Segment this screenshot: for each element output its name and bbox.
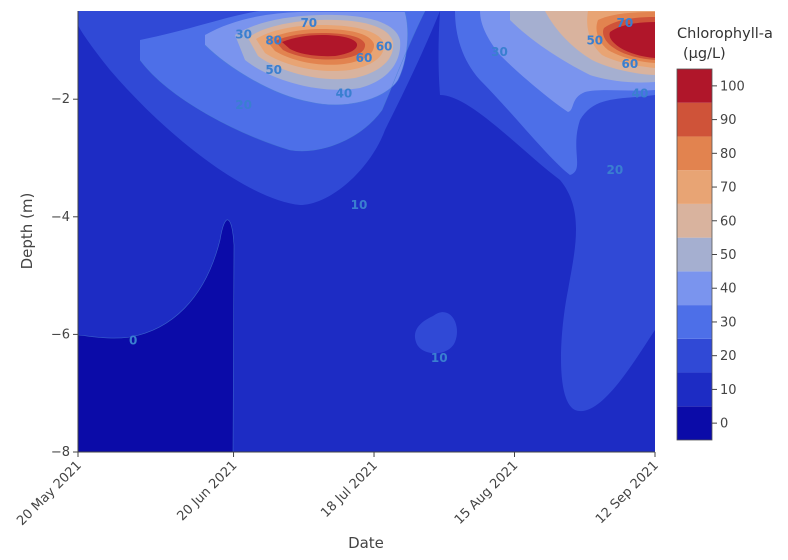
y-tick-label: −6 [51, 327, 70, 342]
contour-label: 10 [351, 198, 368, 212]
colorbar-swatch [677, 102, 712, 137]
contour-label: 50 [265, 63, 282, 77]
x-tick-label: 12 Sep 2021 [593, 458, 662, 527]
colorbar-tick-label: 40 [720, 282, 737, 297]
y-tick-label: −2 [51, 92, 70, 107]
x-tick-label: 20 May 2021 [14, 458, 85, 529]
colorbar-swatch [677, 203, 712, 238]
colorbar-swatch [677, 372, 712, 407]
colorbar-swatches [677, 69, 712, 440]
contour-label: 60 [376, 39, 393, 53]
colorbar-tick-label: 60 [720, 214, 737, 229]
contour-region-100-right [609, 22, 655, 58]
contour-lines [78, 11, 426, 452]
colorbar-tick-label: 30 [720, 315, 737, 330]
y-axis-title: Depth (m) [18, 193, 36, 270]
contour-label: 10 [431, 351, 448, 365]
colorbar: Chlorophyll-a (μg/L) 0 10 20 30 40 50 60 70 80 90… [676, 26, 773, 441]
colorbar-title-line1: Chlorophyll-a [677, 26, 773, 42]
contour-label: 30 [235, 28, 252, 42]
y-tick-label: −4 [51, 210, 70, 225]
colorbar-tick-label: 20 [720, 349, 737, 364]
colorbar-swatch [677, 271, 712, 306]
contour-region-20-bubble [414, 312, 458, 354]
colorbar-swatch [677, 136, 712, 171]
colorbar-swatch [677, 305, 712, 339]
contour-label: 0 [129, 333, 137, 347]
contour-label: 20 [607, 163, 624, 177]
colorbar-ticks: 0 10 20 30 40 50 60 70 80 90 100 [712, 79, 745, 432]
contour-label: 20 [235, 98, 252, 112]
contour-label: 60 [622, 57, 639, 71]
contour-label: 70 [300, 16, 317, 30]
colorbar-swatch [677, 338, 712, 373]
colorbar-tick-label: 50 [720, 248, 737, 263]
contour-label: 40 [632, 86, 649, 100]
colorbar-tick-label: 80 [720, 147, 737, 162]
x-axis-title: Date [348, 534, 384, 552]
contour-label: 40 [336, 86, 353, 100]
y-tick-label: −8 [51, 445, 70, 460]
colorbar-tick-label: 100 [720, 79, 745, 94]
y-axis-ticks: −2 −4 −6 −8 [51, 92, 78, 460]
colorbar-title-line2: (μg/L) [683, 46, 726, 62]
x-axis-ticks: 20 May 2021 20 Jun 2021 18 Jul 2021 15 Aug … [14, 452, 662, 529]
contour-fill-layer [78, 11, 655, 452]
colorbar-tick-label: 0 [720, 417, 728, 432]
colorbar-swatch [677, 170, 712, 204]
contour-label: 80 [265, 33, 282, 47]
colorbar-tick-label: 90 [720, 113, 737, 128]
colorbar-swatch [677, 237, 712, 272]
x-tick-label: 15 Aug 2021 [452, 458, 521, 527]
x-tick-label: 20 Jun 2021 [174, 458, 240, 524]
contour-label: 30 [491, 45, 508, 59]
colorbar-tick-label: 70 [720, 181, 737, 196]
x-tick-label: 18 Jul 2021 [318, 458, 381, 521]
colorbar-swatch [677, 69, 712, 103]
colorbar-tick-label: 10 [720, 383, 737, 398]
contour-label: 60 [356, 51, 373, 65]
contour-label: 70 [617, 16, 634, 30]
contour-region-100-left [282, 35, 358, 57]
colorbar-swatch [677, 406, 712, 440]
contour-region-20-right [438, 11, 655, 412]
contour-label: 50 [586, 33, 603, 47]
